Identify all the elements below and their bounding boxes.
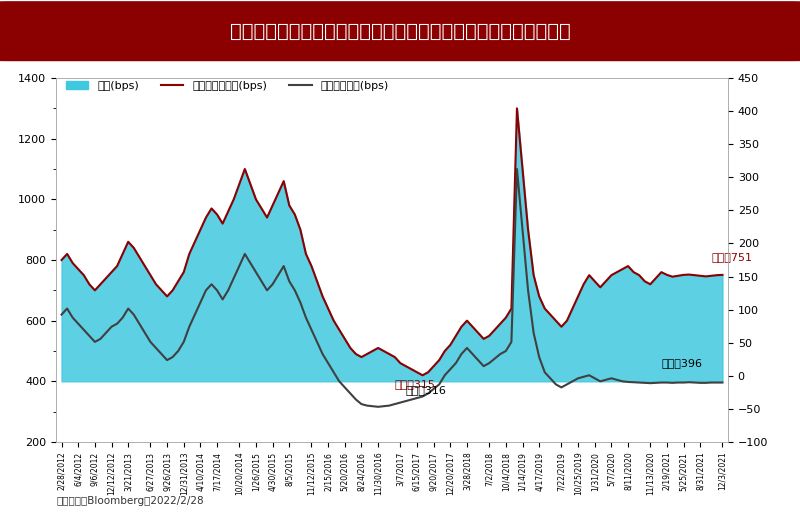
Text: 資料來源：Bloomberg，2022/2/28: 資料來源：Bloomberg，2022/2/28 (56, 497, 204, 506)
新興高收債利差(bps) (195, 227, 205, 233)
新興高收債利差(bps) (57, 257, 66, 263)
美高收債利差(bps) (57, 311, 66, 318)
美高收債利差(bps) (374, 404, 383, 410)
美高收債利差(bps) (523, 287, 533, 293)
美高收債利差(bps) (512, 166, 522, 172)
FancyBboxPatch shape (0, 2, 800, 60)
新興高收債利差(bps) (718, 272, 727, 278)
Line: 美高收債利差(bps): 美高收債利差(bps) (62, 169, 722, 407)
美高收債利差(bps) (429, 386, 438, 392)
美高收債利差(bps) (706, 380, 716, 386)
Text: 當前：396: 當前：396 (662, 358, 702, 368)
新興高收債利差(bps) (429, 363, 438, 369)
美高收債利差(bps) (195, 300, 205, 306)
新興高收債利差(bps) (512, 105, 522, 111)
美高收債利差(bps) (718, 380, 727, 386)
Text: 最低：316: 最低：316 (406, 385, 446, 396)
Text: 當前：751: 當前：751 (711, 252, 752, 262)
Line: 新興高收債利差(bps): 新興高收債利差(bps) (62, 108, 722, 375)
美高收債利差(bps) (234, 263, 244, 269)
新興高收債利差(bps) (418, 372, 427, 379)
新興高收債利差(bps) (234, 181, 244, 187)
Legend: 差異(bps), 新興高收債利差(bps), 美高收債利差(bps): 差異(bps), 新興高收債利差(bps), 美高收債利差(bps) (62, 76, 393, 95)
新興高收債利差(bps) (523, 227, 533, 233)
Text: 最低：315: 最低：315 (394, 380, 436, 389)
Text: 美高收利差收窄到歷史低點後，新興高收的利差就顯得更有吸引力: 美高收利差收窄到歷史低點後，新興高收的利差就顯得更有吸引力 (230, 22, 570, 41)
美高收債利差(bps) (590, 375, 599, 381)
新興高收債利差(bps) (590, 278, 599, 284)
新興高收債利差(bps) (706, 272, 716, 279)
